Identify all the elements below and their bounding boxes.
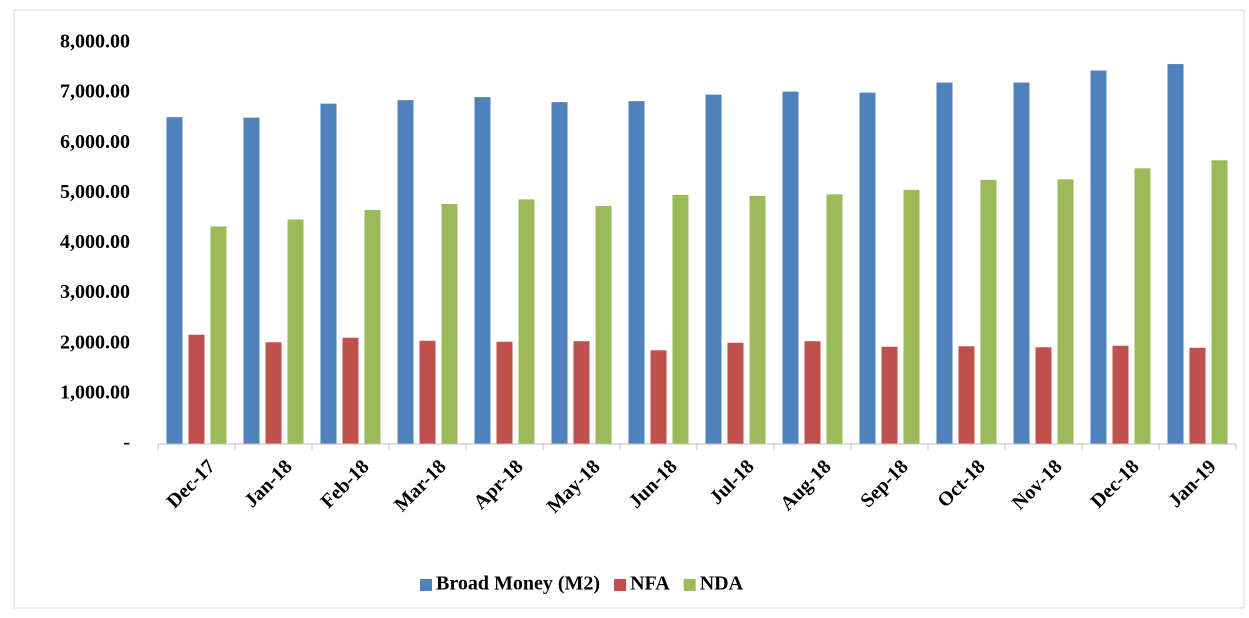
y-tick-label: 4,000.00 (60, 231, 130, 253)
bar (210, 226, 227, 444)
bar (628, 101, 645, 445)
bar (320, 103, 337, 445)
bar (1035, 347, 1052, 444)
bar (881, 346, 898, 444)
y-tick-label: 3,000.00 (60, 281, 130, 303)
bar (1057, 179, 1074, 444)
bar (650, 350, 667, 444)
legend-swatch (614, 579, 627, 591)
bar (804, 341, 821, 444)
y-tick-label: 2,000.00 (60, 331, 130, 353)
y-tick-label: - (123, 432, 130, 454)
bar (958, 346, 975, 444)
bar (188, 334, 205, 444)
bar (518, 199, 535, 444)
bar (551, 102, 568, 445)
legend-label: NFA (630, 573, 670, 595)
bar (1013, 82, 1030, 444)
bar (859, 92, 876, 444)
y-tick-label: 8,000.00 (60, 31, 130, 53)
bar (1112, 345, 1129, 444)
bar (936, 82, 953, 444)
bar (1134, 168, 1151, 444)
bar (1211, 160, 1228, 445)
y-tick-label: 7,000.00 (60, 81, 130, 103)
bar (573, 341, 590, 444)
bar (364, 209, 381, 444)
bar (397, 100, 414, 444)
y-tick-label: 1,000.00 (60, 381, 130, 403)
bar (1167, 64, 1184, 445)
bar (496, 341, 513, 444)
bar (782, 91, 799, 444)
bar (980, 179, 997, 444)
bar (441, 203, 458, 444)
legend-label: NDA (700, 573, 744, 595)
bar (342, 337, 359, 444)
bar (1189, 347, 1206, 444)
bar (727, 342, 744, 444)
bar (705, 94, 722, 444)
y-tick-label: 6,000.00 (60, 131, 130, 153)
bar (265, 342, 282, 444)
legend-swatch (420, 579, 432, 591)
legend-label: Broad Money (M2) (436, 573, 600, 595)
bar (474, 97, 491, 444)
bar (749, 195, 766, 444)
bar (826, 194, 843, 444)
bar (903, 189, 920, 444)
bar (672, 194, 689, 444)
bar (243, 117, 260, 444)
bar (419, 340, 436, 444)
bar (166, 117, 183, 444)
y-tick-label: 5,000.00 (60, 181, 130, 203)
bar (595, 205, 612, 444)
bar (1090, 70, 1107, 444)
legend-swatch (683, 579, 696, 591)
bar (287, 219, 304, 444)
